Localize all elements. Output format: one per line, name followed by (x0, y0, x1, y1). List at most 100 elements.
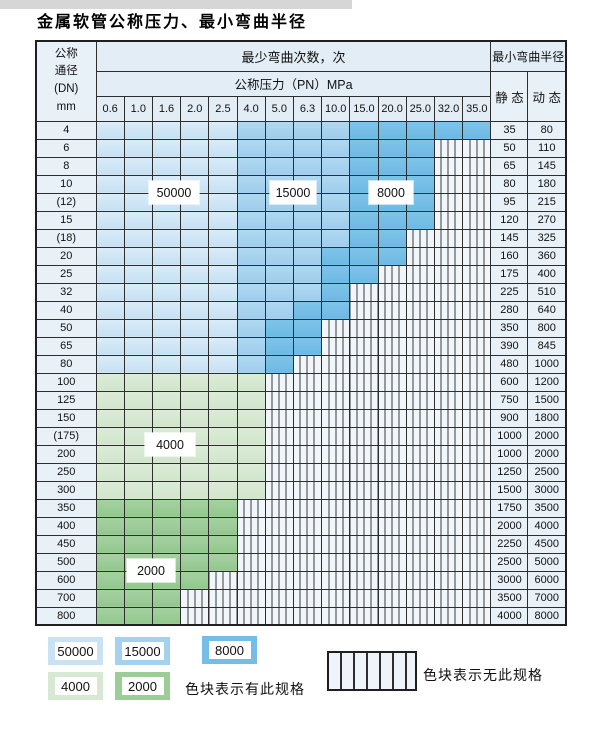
no-spec-cell (292, 408, 323, 428)
no-spec-cell (349, 318, 379, 338)
spec-cell (123, 264, 153, 284)
pressure-values-row: 0.6 1.0 1.6 2.0 2.5 4.0 5.0 6.3 10.0 15.0 20.0 25.0… (36, 95, 566, 122)
spec-cell (95, 408, 125, 428)
spec-cell (377, 246, 407, 266)
spec-cell (377, 210, 407, 230)
no-spec-cell (377, 426, 407, 446)
spec-cell (151, 606, 182, 626)
no-spec-cell (462, 372, 492, 392)
no-spec-cell (433, 372, 464, 392)
spec-cell (95, 120, 125, 140)
no-spec-cell (264, 516, 294, 536)
spec-cell (151, 246, 182, 266)
no-spec-cell (377, 354, 407, 374)
no-spec-cell (292, 372, 323, 392)
no-spec-cell (377, 588, 407, 608)
spec-cell (349, 264, 379, 284)
dynamic-radius-cell: 4000 (527, 516, 567, 536)
spec-cell (180, 246, 210, 266)
spec-cell (180, 354, 210, 374)
table-row: 350 1750 3500 (35, 498, 567, 518)
dn-cell: 700 (35, 588, 97, 608)
spec-cell (236, 282, 266, 302)
no-spec-cell (433, 462, 464, 482)
spec-cell (123, 408, 153, 428)
no-spec-cell (264, 606, 294, 626)
spec-cell (151, 498, 182, 518)
spec-cell (123, 606, 153, 626)
spec-cell (349, 246, 379, 266)
no-spec-cell (433, 390, 464, 410)
spec-cell (377, 138, 407, 158)
spec-cell (433, 120, 464, 140)
pressure-col-header: 35.0 (462, 95, 492, 122)
spec-cell (95, 498, 125, 518)
no-spec-cell (405, 462, 435, 482)
spec-cell (321, 156, 351, 176)
dn-cell: 125 (35, 390, 97, 410)
table-row: 4 35 80 (35, 120, 567, 140)
static-radius-cell: 1000 (490, 426, 529, 446)
spec-cell (208, 498, 238, 518)
spec-cell (151, 120, 182, 140)
dynamic-radius-cell: 1200 (527, 372, 567, 392)
dynamic-radius-cell: 5000 (527, 552, 567, 572)
spec-cell (292, 264, 323, 284)
spec-cell (208, 480, 238, 500)
spec-cell (208, 552, 238, 572)
spec-cell (264, 354, 294, 374)
no-spec-cell (292, 516, 323, 536)
spec-cell (180, 228, 210, 248)
pressure-col-header: 25.0 (405, 95, 435, 122)
legend-swatch-15000: 15000 (115, 637, 170, 665)
static-column-header: 静 态 (490, 70, 529, 122)
no-spec-cell (433, 228, 464, 248)
table-row: 6 50 110 (35, 138, 567, 158)
table-row: 25 175 400 (35, 264, 567, 284)
no-spec-cell (377, 534, 407, 554)
no-spec-cell (349, 498, 379, 518)
pressure-col-header: 20.0 (377, 95, 407, 122)
cycle-label-4000: 4000 (145, 433, 195, 456)
table-row: 65 390 845 (35, 336, 567, 356)
no-spec-cell (405, 228, 435, 248)
no-spec-cell (349, 516, 379, 536)
spec-cell (95, 210, 125, 230)
no-spec-cell (292, 606, 323, 626)
dn-cell: 100 (35, 372, 97, 392)
spec-cell (151, 282, 182, 302)
dn-cell: 50 (35, 318, 97, 338)
no-spec-cell (236, 534, 266, 554)
spec-cell (236, 174, 266, 194)
no-spec-cell (462, 498, 492, 518)
no-spec-cell (264, 372, 294, 392)
no-spec-cell (462, 336, 492, 356)
dynamic-radius-cell: 1500 (527, 390, 567, 410)
spec-cell (151, 390, 182, 410)
dn-cell: 25 (35, 264, 97, 284)
has-spec-label: 色块表示有此规格 (185, 681, 305, 697)
no-spec-cell (377, 318, 407, 338)
no-spec-cell (377, 264, 407, 284)
spec-cell (208, 318, 238, 338)
spec-cell (236, 192, 266, 212)
no-spec-cell (264, 444, 294, 464)
spec-cell (236, 300, 266, 320)
spec-cell (180, 336, 210, 356)
no-spec-cell (321, 354, 351, 374)
spec-cell (377, 156, 407, 176)
spec-cell (123, 588, 153, 608)
legend-swatch-2000: 2000 (115, 672, 170, 700)
dn-corner-line: (DN) (54, 83, 79, 96)
dn-cell: 250 (35, 462, 97, 482)
spec-cell (292, 336, 323, 356)
no-spec-cell (405, 300, 435, 320)
no-spec-cell (349, 426, 379, 446)
spec-cell (95, 516, 125, 536)
spec-cell (208, 408, 238, 428)
spec-cell (349, 210, 379, 230)
no-spec-cell (405, 372, 435, 392)
spec-cell (236, 372, 266, 392)
static-radius-cell: 95 (490, 192, 529, 212)
no-spec-cell (377, 570, 407, 590)
